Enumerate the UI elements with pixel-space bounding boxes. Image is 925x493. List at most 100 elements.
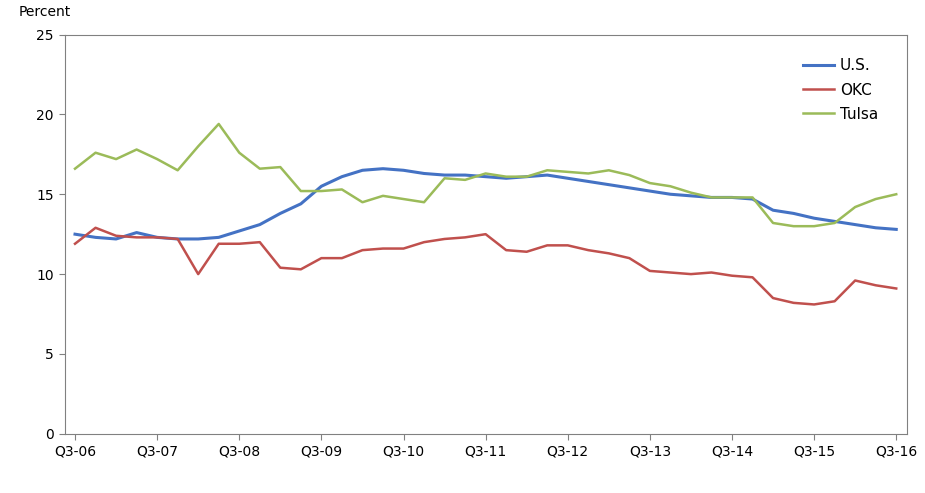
OKC: [460, 234, 471, 240]
OKC: [562, 243, 574, 248]
U.S.: [254, 222, 265, 228]
U.S.: [870, 225, 882, 231]
OKC: [357, 247, 368, 253]
OKC: [131, 234, 142, 240]
U.S.: [295, 201, 306, 207]
Tulsa: [213, 121, 224, 127]
OKC: [645, 268, 656, 274]
U.S.: [460, 172, 471, 178]
Tulsa: [418, 199, 429, 205]
U.S.: [439, 172, 450, 178]
Tulsa: [90, 150, 101, 156]
Tulsa: [521, 174, 532, 179]
Tulsa: [500, 174, 512, 179]
U.S.: [829, 218, 840, 224]
OKC: [398, 246, 409, 251]
Tulsa: [275, 164, 286, 170]
OKC: [254, 239, 265, 245]
Tulsa: [337, 186, 348, 192]
Tulsa: [747, 194, 758, 200]
OKC: [192, 271, 204, 277]
OKC: [768, 295, 779, 301]
OKC: [90, 225, 101, 231]
U.S.: [152, 234, 163, 240]
U.S.: [603, 182, 614, 188]
OKC: [706, 270, 717, 276]
U.S.: [213, 234, 224, 240]
Tulsa: [398, 196, 409, 202]
OKC: [747, 274, 758, 280]
Tulsa: [480, 171, 491, 176]
Tulsa: [172, 167, 183, 173]
Tulsa: [829, 220, 840, 226]
Tulsa: [295, 188, 306, 194]
U.S.: [357, 167, 368, 173]
U.S.: [562, 176, 574, 181]
U.S.: [850, 222, 861, 228]
Tulsa: [706, 194, 717, 200]
OKC: [152, 234, 163, 240]
OKC: [213, 241, 224, 246]
U.S.: [192, 236, 204, 242]
Tulsa: [131, 146, 142, 152]
Tulsa: [870, 196, 882, 202]
U.S.: [480, 174, 491, 179]
U.S.: [521, 174, 532, 179]
Tulsa: [234, 150, 245, 156]
OKC: [295, 266, 306, 272]
Tulsa: [460, 177, 471, 183]
Line: Tulsa: Tulsa: [75, 124, 896, 226]
Line: U.S.: U.S.: [75, 169, 896, 239]
OKC: [726, 273, 737, 279]
U.S.: [706, 194, 717, 200]
OKC: [685, 271, 697, 277]
OKC: [377, 246, 388, 251]
U.S.: [808, 215, 820, 221]
OKC: [69, 241, 80, 246]
OKC: [891, 285, 902, 291]
OKC: [850, 278, 861, 283]
Legend: U.S., OKC, Tulsa: U.S., OKC, Tulsa: [791, 46, 891, 134]
OKC: [275, 265, 286, 271]
U.S.: [172, 236, 183, 242]
U.S.: [542, 172, 553, 178]
U.S.: [275, 211, 286, 216]
U.S.: [623, 185, 635, 191]
Tulsa: [891, 191, 902, 197]
Tulsa: [542, 167, 553, 173]
Tulsa: [152, 156, 163, 162]
Tulsa: [768, 220, 779, 226]
OKC: [788, 300, 799, 306]
Tulsa: [850, 204, 861, 210]
OKC: [542, 243, 553, 248]
Tulsa: [377, 193, 388, 199]
OKC: [808, 302, 820, 308]
OKC: [665, 270, 676, 276]
Line: OKC: OKC: [75, 228, 896, 305]
OKC: [521, 249, 532, 255]
OKC: [623, 255, 635, 261]
OKC: [829, 298, 840, 304]
OKC: [234, 241, 245, 246]
Tulsa: [788, 223, 799, 229]
OKC: [603, 250, 614, 256]
OKC: [110, 233, 121, 239]
Tulsa: [357, 199, 368, 205]
OKC: [480, 231, 491, 237]
Tulsa: [685, 190, 697, 196]
Tulsa: [665, 183, 676, 189]
Tulsa: [562, 169, 574, 175]
U.S.: [891, 226, 902, 232]
U.S.: [768, 207, 779, 213]
U.S.: [377, 166, 388, 172]
U.S.: [131, 230, 142, 236]
Tulsa: [315, 188, 327, 194]
U.S.: [337, 174, 348, 179]
OKC: [500, 247, 512, 253]
Tulsa: [808, 223, 820, 229]
OKC: [172, 236, 183, 242]
Tulsa: [439, 176, 450, 181]
U.S.: [747, 196, 758, 202]
U.S.: [398, 167, 409, 173]
U.S.: [90, 234, 101, 240]
